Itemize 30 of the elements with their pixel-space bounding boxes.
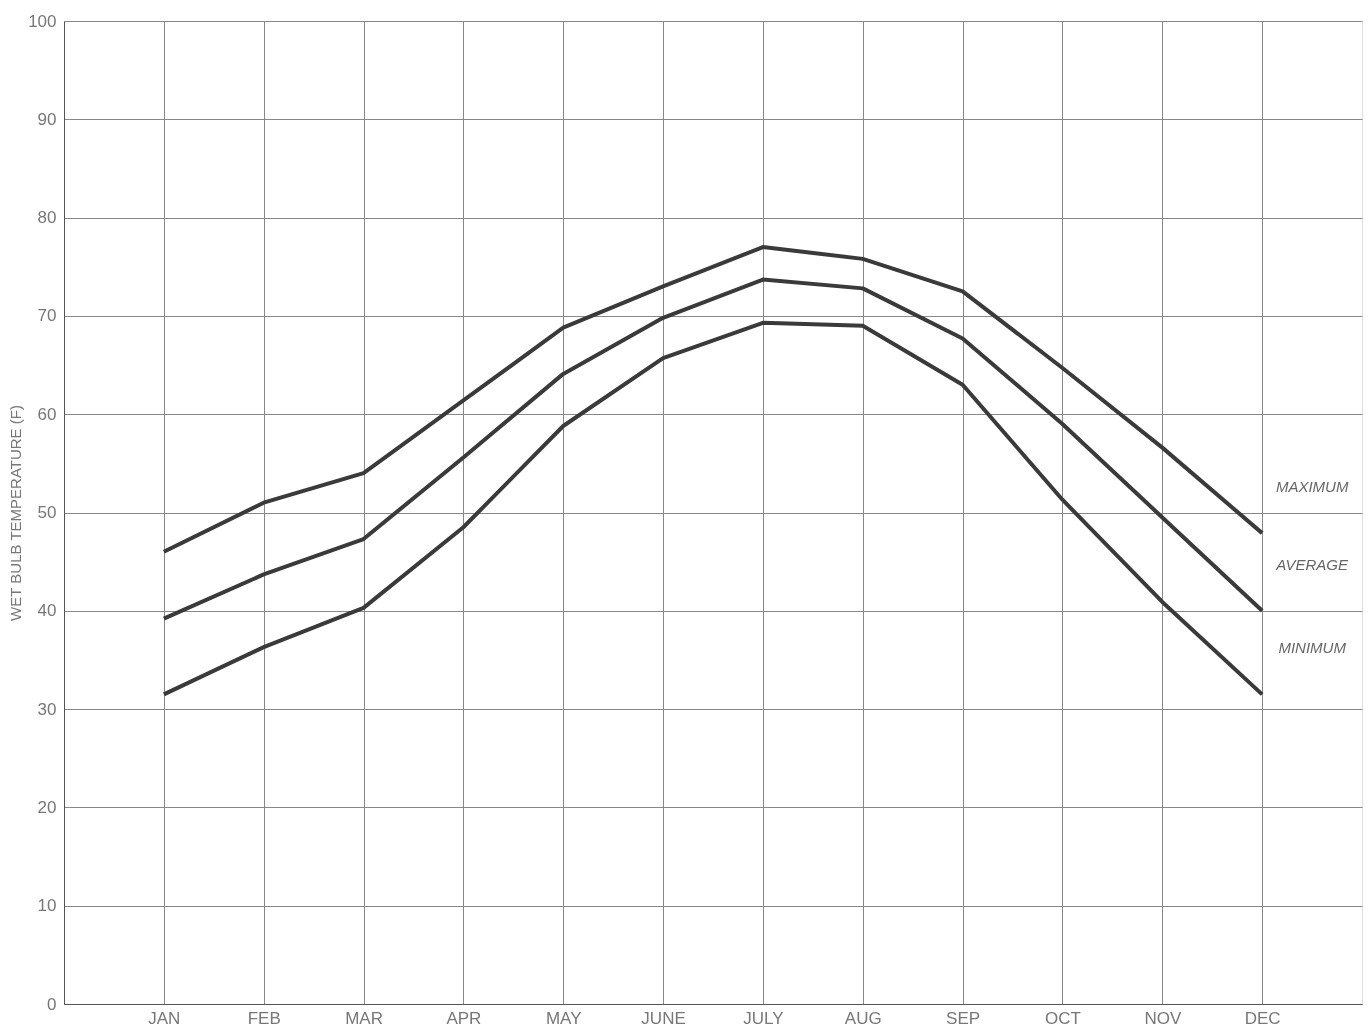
y-tick-label: 40: [37, 601, 57, 621]
x-tick-label: SEP: [946, 1008, 981, 1028]
x-tick-label: NOV: [1144, 1008, 1182, 1028]
x-tick-label: FEB: [247, 1008, 281, 1028]
y-tick-label: 90: [37, 109, 57, 129]
line-series: [161, 320, 1265, 697]
y-tick-label: 30: [37, 699, 57, 719]
x-tick-label: JAN: [148, 1008, 181, 1028]
text: MAXIMUM: [1275, 478, 1349, 496]
y-tick-label: 100: [28, 11, 57, 31]
text: MINIMUM: [1278, 639, 1347, 657]
y-tick-label: 50: [37, 503, 57, 522]
x-tick-label: AUG: [844, 1008, 882, 1028]
line-series: [161, 277, 1265, 621]
y-tick-label: 70: [37, 306, 57, 326]
x-tick-label: DEC: [1244, 1008, 1281, 1028]
line-series: [161, 245, 1265, 554]
x-tick-label: OCT: [1045, 1008, 1081, 1028]
y-tick-label: 10: [37, 896, 57, 916]
y-tick-label: 0: [47, 994, 57, 1014]
x-tick-label: JULY: [743, 1008, 784, 1028]
x-tick-label: JUNE: [641, 1008, 686, 1028]
y-tick-label: 80: [37, 208, 57, 228]
y-axis-title: WET BULB TEMPERATURE (F): [7, 405, 25, 621]
text: AVERAGE: [1275, 555, 1349, 573]
y-tick-label: 20: [37, 797, 57, 817]
x-tick-label: MAR: [345, 1008, 383, 1028]
x-tick-label: MAY: [545, 1008, 582, 1028]
x-tick-label: APR: [446, 1008, 482, 1028]
y-tick-label: 60: [37, 404, 57, 424]
